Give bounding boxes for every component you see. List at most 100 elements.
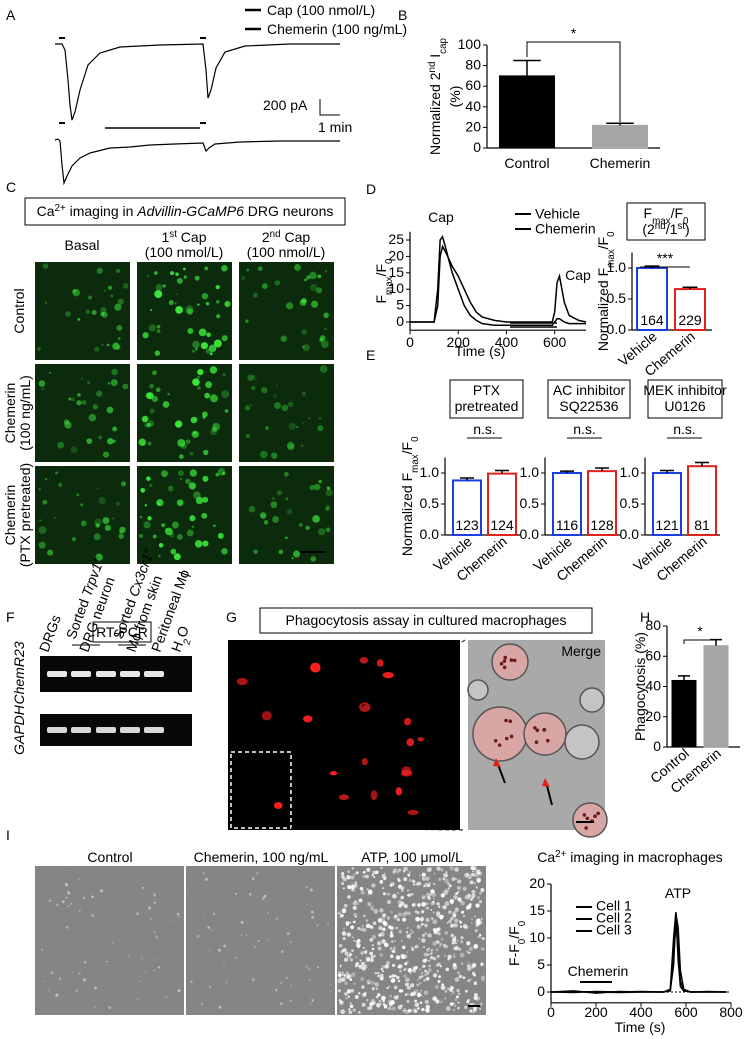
- cell: [473, 992, 478, 997]
- cell: [449, 884, 452, 888]
- cell: [310, 300, 319, 308]
- cell: [337, 911, 341, 915]
- cell: [70, 446, 78, 454]
- cell: [391, 963, 396, 968]
- cell: [56, 903, 59, 907]
- cell: [393, 995, 398, 1000]
- cell: [260, 450, 268, 459]
- cell: [391, 974, 395, 978]
- cell: [189, 515, 196, 522]
- cell: [479, 1007, 482, 1011]
- cell: [421, 964, 426, 969]
- n-label: 81: [694, 517, 710, 533]
- cell: [443, 878, 449, 884]
- cell: [378, 933, 382, 937]
- cell: [71, 962, 74, 964]
- cell: [128, 955, 130, 957]
- column-header: 1st Cap: [162, 229, 207, 246]
- cell: [424, 999, 429, 1004]
- cell: [286, 441, 295, 450]
- cell: [413, 883, 416, 886]
- cell: [419, 1001, 423, 1005]
- cell: [165, 527, 173, 536]
- cell: [402, 912, 407, 917]
- cell: [481, 947, 485, 951]
- x-axis-label: Time (s): [615, 1019, 666, 1035]
- cell: [442, 915, 445, 918]
- cell: [430, 889, 435, 894]
- cell: [421, 872, 426, 877]
- cell: [112, 942, 114, 944]
- cell: [375, 987, 378, 990]
- cell: [400, 1004, 403, 1007]
- cell: [210, 428, 218, 436]
- cell: [421, 877, 425, 880]
- cell: [198, 328, 207, 337]
- cell: [377, 946, 382, 951]
- cell: [352, 1008, 356, 1012]
- cell: [174, 420, 183, 428]
- cell: [45, 477, 48, 481]
- cell: [416, 979, 419, 982]
- cell: [475, 886, 479, 889]
- cell: [391, 940, 394, 943]
- cell: [349, 1004, 354, 1009]
- cell: [456, 885, 462, 891]
- macrophage: [572, 802, 608, 838]
- zymosan: [261, 710, 272, 721]
- cell: [93, 533, 101, 541]
- title-box: [92, 621, 152, 643]
- cell: [435, 940, 439, 944]
- cell: [456, 988, 460, 993]
- cell: [318, 416, 322, 420]
- cell: [222, 472, 226, 475]
- cell: [186, 529, 194, 537]
- cell: [94, 346, 100, 352]
- micrograph: [137, 262, 232, 360]
- cell: [340, 1000, 343, 1004]
- cell: [69, 902, 72, 905]
- cell: [311, 916, 315, 920]
- cell: [447, 910, 452, 914]
- cell: [148, 906, 151, 910]
- band: [144, 727, 164, 733]
- cell: [350, 925, 355, 930]
- cell: [152, 893, 157, 897]
- cell: [377, 918, 383, 923]
- zymosan: [395, 787, 403, 796]
- cell: [202, 540, 209, 547]
- text-part: 0: [517, 938, 528, 944]
- cell: [381, 964, 386, 970]
- cell: [370, 925, 374, 929]
- error-bar: [560, 470, 574, 473]
- cell: [301, 391, 307, 396]
- cell: [403, 968, 406, 971]
- cell: [308, 417, 311, 420]
- cell: [359, 959, 362, 962]
- cell: [86, 438, 93, 444]
- cell: [289, 999, 292, 1002]
- cell: [464, 989, 468, 993]
- cell: [175, 272, 179, 276]
- cell: [71, 537, 77, 542]
- cell: [359, 886, 364, 891]
- cell: [300, 444, 304, 448]
- cell: [263, 520, 269, 525]
- cell: [347, 995, 350, 998]
- y-tick-label: 0.5: [620, 495, 640, 511]
- cell: [142, 332, 149, 339]
- cell: [438, 877, 442, 882]
- cell: [457, 890, 460, 893]
- cell: [83, 961, 87, 964]
- cell: [397, 965, 400, 969]
- cell: [309, 888, 313, 892]
- cell: [209, 985, 211, 988]
- zymosan: [497, 743, 502, 747]
- cell: [471, 1002, 475, 1006]
- zymosan: [504, 736, 509, 741]
- y-tick-label: 15: [529, 902, 545, 918]
- cell: [58, 482, 63, 487]
- cell: [358, 964, 362, 968]
- cell: [462, 886, 467, 891]
- scale-label: 1 min: [318, 119, 352, 135]
